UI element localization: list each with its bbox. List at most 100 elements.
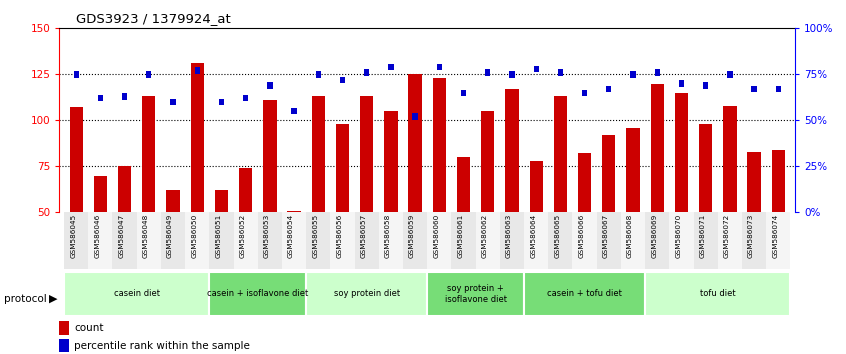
Bar	[573, 212, 596, 269]
Bar	[409, 74, 422, 212]
Bar	[233, 212, 258, 269]
Text: GSM586048: GSM586048	[143, 213, 149, 258]
Text: GDS3923 / 1379924_at: GDS3923 / 1379924_at	[76, 12, 231, 25]
Bar	[578, 154, 591, 212]
Bar	[384, 111, 398, 212]
Bar	[432, 78, 446, 212]
Bar	[437, 64, 442, 70]
Bar	[427, 212, 452, 269]
Text: GSM586065: GSM586065	[554, 213, 560, 258]
Bar	[122, 93, 127, 100]
Bar	[461, 90, 466, 96]
Bar	[413, 114, 418, 120]
Bar	[258, 212, 282, 269]
Bar	[239, 168, 252, 212]
Bar	[88, 212, 113, 269]
Bar	[534, 65, 539, 72]
Bar	[675, 93, 688, 212]
Bar	[146, 71, 151, 78]
Text: GSM586055: GSM586055	[312, 213, 318, 258]
Bar	[161, 212, 185, 269]
Text: GSM586050: GSM586050	[191, 213, 197, 258]
Bar	[747, 152, 761, 212]
Bar	[137, 212, 161, 269]
Text: GSM586071: GSM586071	[700, 213, 706, 258]
Bar	[645, 212, 669, 269]
Text: count: count	[74, 323, 103, 333]
Text: GSM586067: GSM586067	[603, 213, 609, 258]
Text: GSM586054: GSM586054	[288, 213, 294, 258]
Bar	[59, 339, 69, 352]
Text: GSM586063: GSM586063	[506, 213, 512, 258]
Bar	[288, 211, 300, 212]
Bar	[98, 95, 103, 102]
Text: GSM586046: GSM586046	[95, 213, 101, 258]
Bar	[500, 212, 524, 269]
Bar	[717, 212, 742, 269]
Bar	[209, 212, 233, 269]
Bar	[282, 212, 306, 269]
Bar	[766, 212, 790, 269]
Bar	[475, 212, 500, 269]
Bar	[427, 272, 524, 316]
Bar	[69, 108, 83, 212]
Text: ▶: ▶	[49, 294, 58, 304]
Bar	[524, 212, 548, 269]
Bar	[751, 86, 756, 92]
Bar	[723, 105, 737, 212]
Text: GSM586062: GSM586062	[481, 213, 488, 258]
Bar	[113, 212, 137, 269]
Text: GSM586051: GSM586051	[216, 213, 222, 258]
Bar	[94, 176, 107, 212]
Bar	[142, 96, 156, 212]
Text: GSM586059: GSM586059	[409, 213, 415, 258]
Bar	[306, 272, 427, 316]
Bar	[360, 96, 373, 212]
Bar	[195, 68, 200, 74]
Bar	[291, 108, 297, 114]
Bar	[336, 124, 349, 212]
Text: casein + isoflavone diet: casein + isoflavone diet	[207, 289, 309, 298]
Text: protocol: protocol	[4, 294, 47, 304]
Text: casein + tofu diet: casein + tofu diet	[547, 289, 622, 298]
Bar	[59, 321, 69, 335]
Bar	[209, 272, 306, 316]
Bar	[74, 71, 79, 78]
Bar	[524, 272, 645, 316]
Bar	[340, 77, 345, 83]
Bar	[452, 212, 475, 269]
Bar	[582, 90, 587, 96]
Bar	[699, 124, 712, 212]
Text: tofu diet: tofu diet	[700, 289, 735, 298]
Bar	[379, 212, 403, 269]
Text: casein diet: casein diet	[113, 289, 160, 298]
Text: GSM586072: GSM586072	[724, 213, 730, 258]
Bar	[742, 212, 766, 269]
Bar	[64, 272, 209, 316]
Text: GSM586070: GSM586070	[675, 213, 681, 258]
Bar	[505, 89, 519, 212]
Text: GSM586047: GSM586047	[118, 213, 124, 258]
Text: GSM586045: GSM586045	[70, 213, 76, 258]
Bar	[776, 86, 781, 92]
Bar	[311, 96, 325, 212]
Bar	[558, 69, 563, 76]
Bar	[630, 71, 635, 78]
Text: GSM586064: GSM586064	[530, 213, 536, 258]
Bar	[118, 166, 131, 212]
Bar	[267, 82, 272, 88]
Bar	[403, 212, 427, 269]
Bar	[621, 212, 645, 269]
Text: GSM586061: GSM586061	[458, 213, 464, 258]
Bar	[694, 212, 717, 269]
Bar	[481, 111, 494, 212]
Bar	[190, 63, 204, 212]
Bar	[306, 212, 331, 269]
Text: soy protein diet: soy protein diet	[333, 289, 400, 298]
Bar	[388, 64, 393, 70]
Text: GSM586049: GSM586049	[167, 213, 173, 258]
Bar	[243, 95, 249, 102]
Bar	[354, 212, 379, 269]
Bar	[219, 99, 224, 105]
Bar	[167, 190, 179, 212]
